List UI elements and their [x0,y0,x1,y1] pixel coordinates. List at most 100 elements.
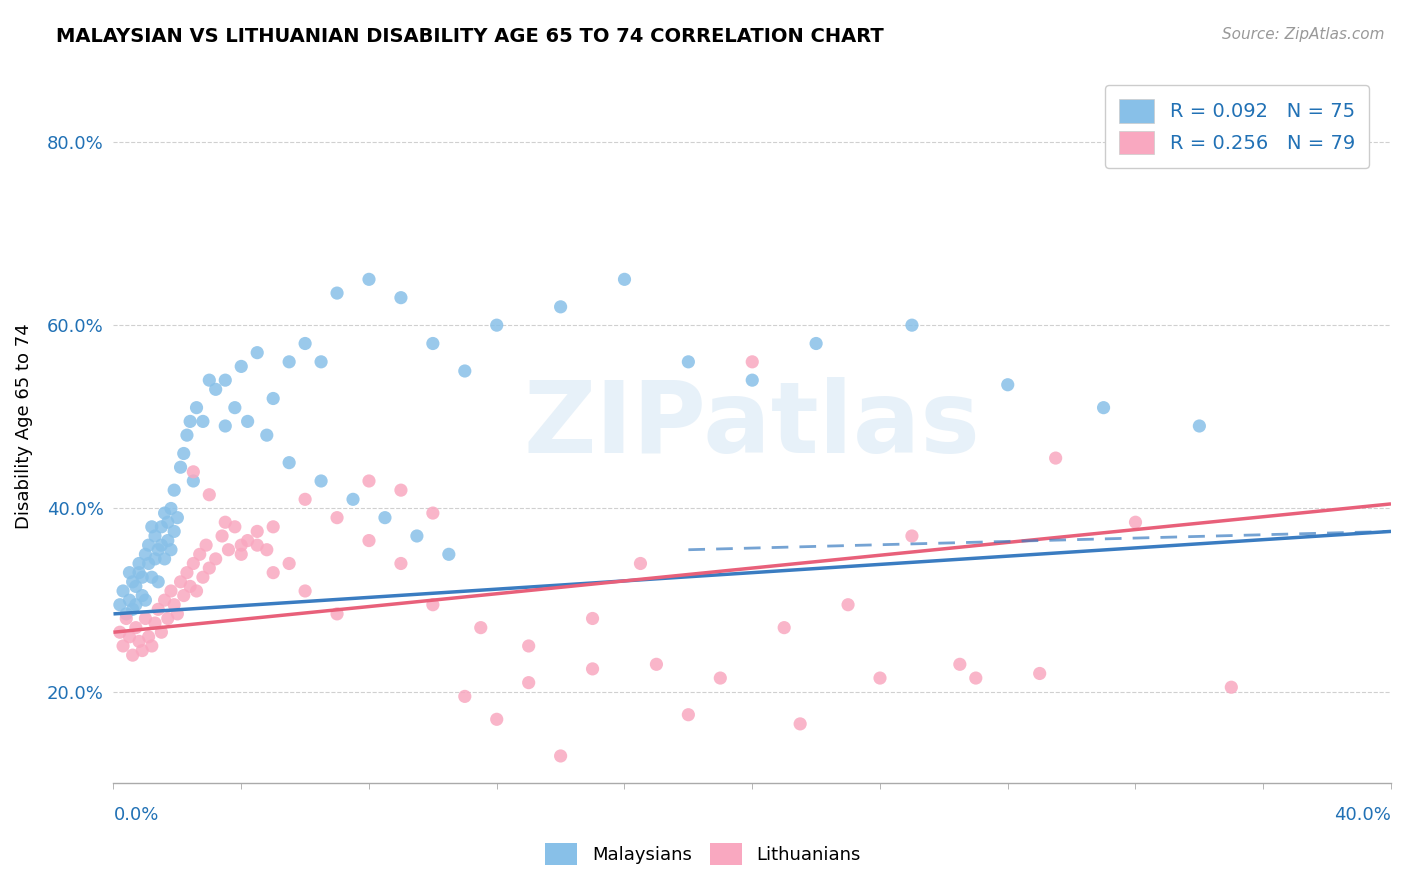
Point [138,538,160,552]
Point [517,639,540,653]
Point [709,671,731,685]
Point [949,657,972,672]
Point [678,355,700,369]
Point [148,542,170,557]
Point [188,547,211,561]
Point [997,377,1019,392]
Point [173,589,195,603]
Point [454,364,477,378]
Point [422,336,444,351]
Point [121,574,143,589]
Point [581,662,603,676]
Point [176,566,198,580]
Point [204,382,226,396]
Point [118,593,141,607]
Point [804,336,827,351]
Point [118,630,141,644]
Point [231,538,253,552]
Point [173,446,195,460]
Text: ZIPatlas: ZIPatlas [524,377,980,475]
Point [485,318,508,333]
Point [262,566,284,580]
Point [256,542,278,557]
Point [125,621,148,635]
Point [741,355,763,369]
Point [112,584,135,599]
Point [141,570,163,584]
Point [204,552,226,566]
Point [141,520,163,534]
Point [294,336,316,351]
Point [131,570,153,584]
Point [112,639,135,653]
Point [176,428,198,442]
Point [246,524,269,539]
Point [148,602,170,616]
Point [389,483,412,498]
Point [1220,680,1243,694]
Point [134,547,156,561]
Point [108,625,131,640]
Point [437,547,460,561]
Point [645,657,668,672]
Point [121,602,143,616]
Point [186,401,208,415]
Point [195,538,218,552]
Point [169,574,191,589]
Point [309,474,332,488]
Point [138,557,160,571]
Point [211,529,233,543]
Point [485,712,508,726]
Point [163,524,186,539]
Point [678,707,700,722]
Point [150,520,173,534]
Point [231,547,253,561]
Point [422,506,444,520]
Point [389,291,412,305]
Point [125,579,148,593]
Point [1045,451,1067,466]
Point [294,584,316,599]
Point [789,717,811,731]
Point [278,355,301,369]
Point [357,272,380,286]
Legend: Malaysians, Lithuanians: Malaysians, Lithuanians [536,834,870,874]
Point [128,557,150,571]
Point [183,474,205,488]
Point [550,300,572,314]
Point [156,611,179,625]
Point [357,533,380,548]
Point [143,615,166,630]
Point [1092,401,1115,415]
Point [160,542,183,557]
Point [869,671,891,685]
Point [118,566,141,580]
Point [262,520,284,534]
Point [326,607,349,621]
Point [134,611,156,625]
Point [837,598,859,612]
Point [278,456,301,470]
Point [166,607,188,621]
Legend: R = 0.092   N = 75, R = 0.256   N = 79: R = 0.092 N = 75, R = 0.256 N = 79 [1105,86,1368,168]
Text: Source: ZipAtlas.com: Source: ZipAtlas.com [1222,27,1385,42]
Point [153,593,176,607]
Point [406,529,429,543]
Point [108,598,131,612]
Point [214,373,236,387]
Point [630,557,652,571]
Point [128,566,150,580]
Point [150,538,173,552]
Point [169,460,191,475]
Point [901,318,924,333]
Point [326,510,349,524]
Point [224,401,246,415]
Point [741,373,763,387]
Point [131,589,153,603]
Point [179,414,201,428]
Point [1028,666,1050,681]
Point [613,272,636,286]
Point [581,611,603,625]
Point [153,552,176,566]
Point [454,690,477,704]
